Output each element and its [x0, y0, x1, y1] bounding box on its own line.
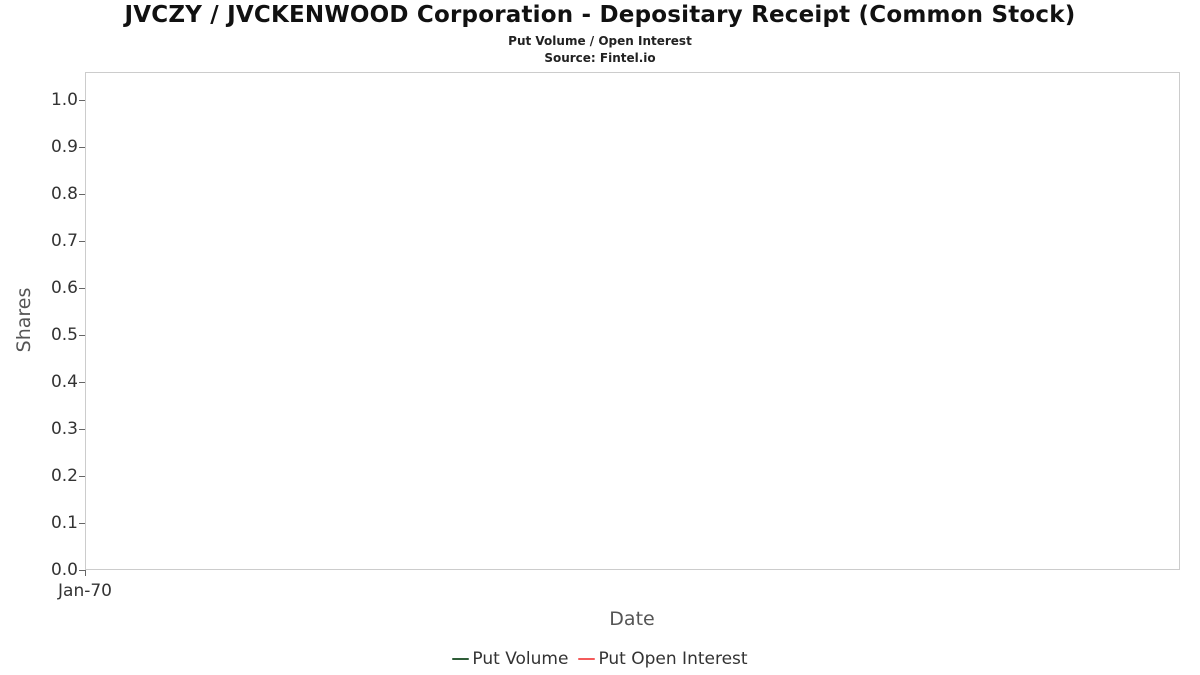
x-tick-label: Jan-70	[58, 581, 112, 601]
y-tick-mark	[79, 288, 85, 289]
y-tick-label: 0.3	[50, 419, 78, 439]
y-tick-label: 1.0	[50, 90, 78, 110]
y-tick-mark	[79, 429, 85, 430]
y-tick-mark	[79, 523, 85, 524]
y-tick-mark	[79, 241, 85, 242]
y-tick-mark	[79, 335, 85, 336]
legend-label: Put Open Interest	[598, 649, 748, 669]
chart-source: Source: Fintel.io	[544, 51, 656, 65]
y-tick-mark	[79, 147, 85, 148]
y-tick-label: 0.0	[50, 560, 78, 580]
plot-area	[85, 72, 1180, 570]
legend-item-put-open-interest[interactable]: Put Open Interest	[578, 649, 748, 669]
chart-legend: Put Volume Put Open Interest	[0, 649, 1200, 669]
y-tick-mark	[79, 194, 85, 195]
put-volume-line-swatch	[452, 658, 470, 660]
x-tick-mark	[85, 570, 86, 576]
y-tick-mark	[79, 382, 85, 383]
y-tick-label: 0.1	[50, 513, 78, 533]
y-tick-label: 0.9	[50, 137, 78, 157]
y-tick-label: 0.7	[50, 231, 78, 251]
x-axis-title: Date	[609, 608, 655, 630]
y-tick-label: 0.5	[50, 325, 78, 345]
chart-title: JVCZY / JVCKENWOOD Corporation - Deposit…	[124, 2, 1076, 28]
y-tick-label: 0.2	[50, 466, 78, 486]
y-tick-label: 0.6	[50, 278, 78, 298]
y-tick-mark	[79, 570, 85, 571]
put-open-interest-line-swatch	[578, 658, 596, 660]
legend-label: Put Volume	[472, 649, 569, 669]
y-tick-mark	[79, 100, 85, 101]
y-tick-label: 0.4	[50, 372, 78, 392]
legend-item-put-volume[interactable]: Put Volume	[452, 649, 568, 669]
y-tick-mark	[79, 476, 85, 477]
chart-subtitle: Put Volume / Open Interest	[508, 34, 692, 48]
y-tick-label: 0.8	[50, 184, 78, 204]
